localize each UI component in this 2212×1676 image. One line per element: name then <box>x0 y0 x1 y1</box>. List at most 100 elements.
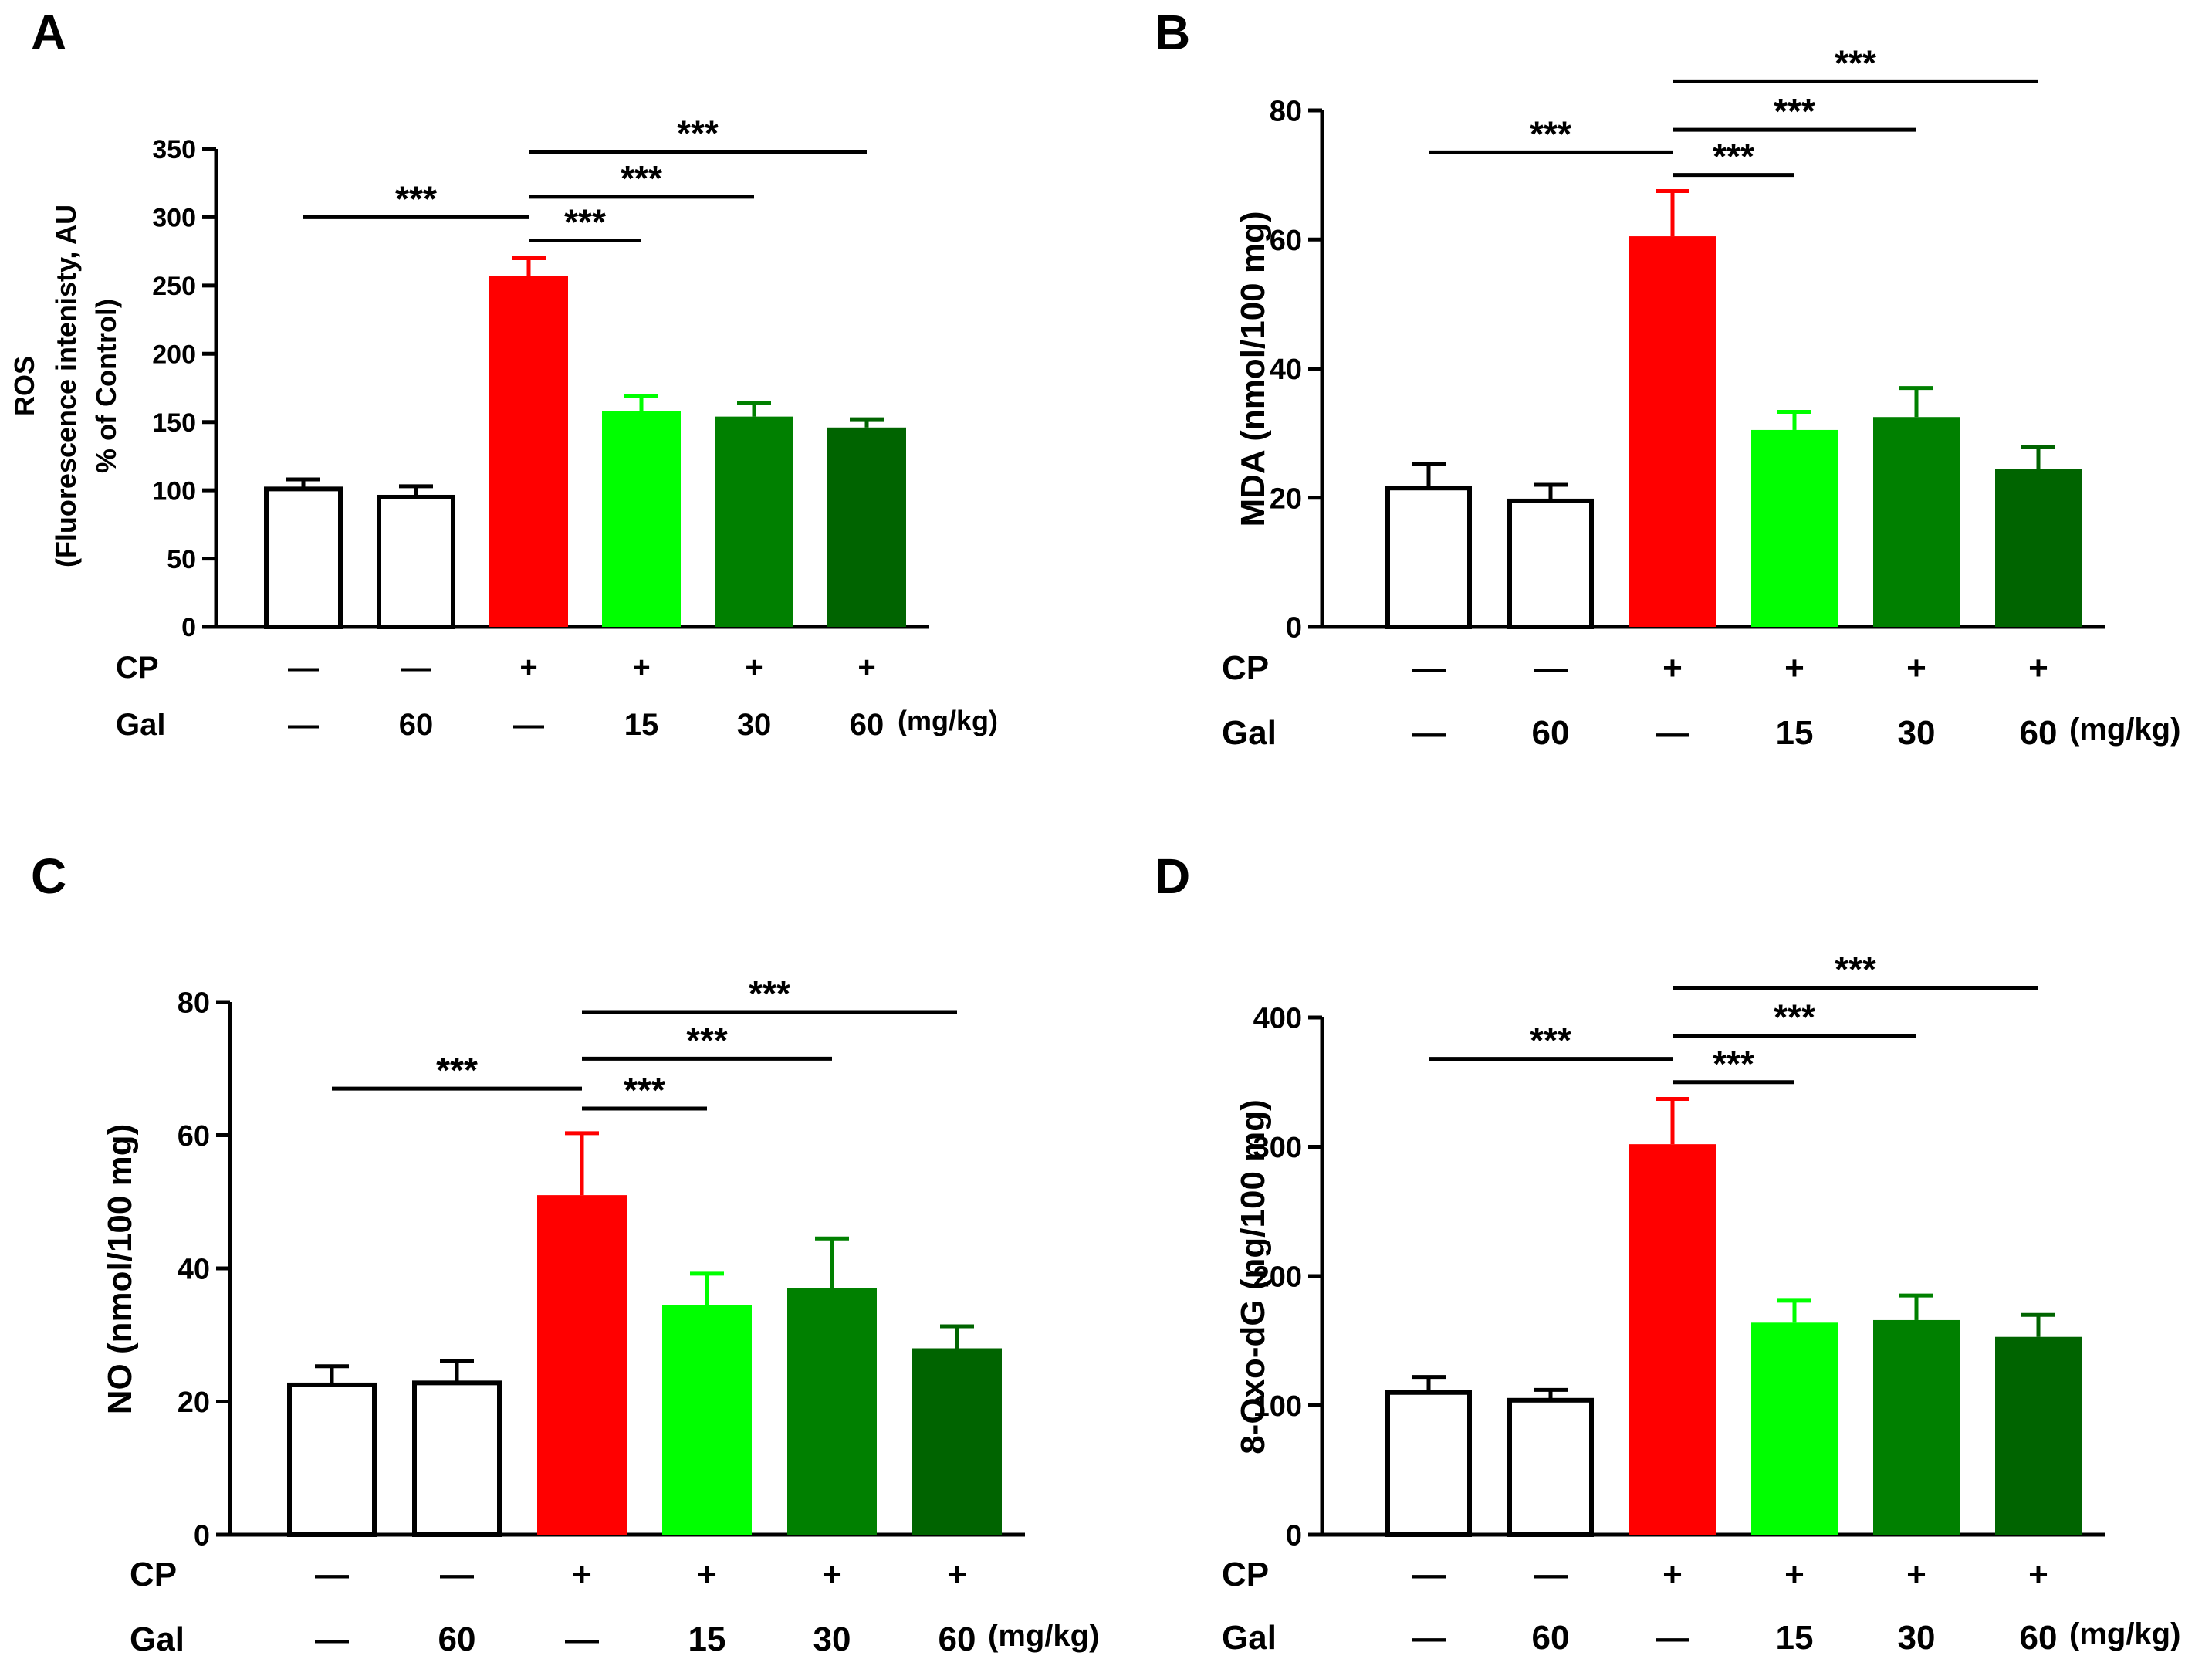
dose-unit-d: (mg/kg) <box>2069 1617 2180 1651</box>
gal-value-d: — <box>1656 1619 1689 1657</box>
y-tick-label-b: 80 <box>1270 96 1302 128</box>
cp-value-c: — <box>440 1556 474 1593</box>
gal-row-label-b: Gal <box>1222 714 1277 752</box>
significance-label-a: *** <box>677 113 719 154</box>
significance-label-d: *** <box>1835 949 1876 989</box>
y-tick-label-a: 300 <box>152 204 196 233</box>
gal-value-c: 15 <box>688 1620 726 1658</box>
panel-letter-a: A <box>31 5 66 60</box>
cp-row-label-a: CP <box>116 651 159 685</box>
cp-value-c: + <box>822 1556 842 1593</box>
gal-value-c: — <box>315 1620 349 1658</box>
gal-row-label-a: Gal <box>116 708 165 742</box>
significance-label-b: *** <box>1713 137 1754 177</box>
y-tick-label-a: 0 <box>181 613 196 642</box>
cp-value-b: — <box>1412 649 1446 687</box>
bar-a <box>489 276 568 627</box>
bar-d <box>1629 1144 1716 1535</box>
cp-value-d: + <box>1906 1556 1926 1593</box>
cp-value-d: + <box>1662 1556 1683 1593</box>
cp-row-label-c: CP <box>130 1556 177 1593</box>
gal-value-c: 60 <box>438 1620 476 1658</box>
cp-value-b: + <box>1784 649 1804 687</box>
gal-value-d: 15 <box>1776 1619 1814 1657</box>
bar-d <box>1751 1322 1838 1535</box>
cp-value-c: + <box>947 1556 967 1593</box>
cp-value-d: + <box>2028 1556 2048 1593</box>
significance-label-b: *** <box>1774 91 1815 131</box>
gal-value-b: 15 <box>1776 714 1814 752</box>
bar-b <box>1873 417 1960 627</box>
y-axis-label-b: MDA (nmol/100 mg) <box>1234 211 1272 527</box>
cp-value-c: + <box>572 1556 592 1593</box>
significance-label-c: *** <box>686 1020 728 1060</box>
bar-a <box>602 411 681 627</box>
cp-row-label-d: CP <box>1222 1556 1269 1593</box>
cp-value-a: + <box>632 651 650 685</box>
y-tick-label-b: 20 <box>1270 482 1302 515</box>
bar-c <box>912 1348 1002 1535</box>
bar-d <box>1995 1336 2082 1535</box>
bar-b <box>1385 486 1472 629</box>
cp-value-c: + <box>697 1556 717 1593</box>
bar-d <box>1873 1319 1960 1535</box>
dose-unit-a: (mg/kg) <box>898 705 998 736</box>
y-tick-label-b: 40 <box>1270 354 1302 386</box>
y-tick-label-c: 20 <box>178 1387 210 1419</box>
gal-value-d: 30 <box>1898 1619 1936 1657</box>
y-tick-label-c: 40 <box>178 1254 210 1286</box>
cp-value-d: + <box>1784 1556 1804 1593</box>
significance-label-c: *** <box>749 973 790 1014</box>
bar-a <box>377 494 455 629</box>
cp-value-b: + <box>1662 649 1683 687</box>
y-axis-label-d: 8-Oxo-dG (ng/100 mg) <box>1234 1099 1272 1454</box>
bar-c <box>412 1380 502 1537</box>
bar-c <box>537 1195 627 1535</box>
gal-value-d: 60 <box>1532 1619 1570 1657</box>
bar-b <box>1629 236 1716 627</box>
significance-label-a: *** <box>564 201 606 242</box>
gal-row-label-d: Gal <box>1222 1619 1277 1657</box>
y-tick-label-c: 80 <box>178 987 210 1020</box>
y-tick-label-a: 200 <box>152 340 196 370</box>
gal-value-b: 60 <box>2020 714 2058 752</box>
significance-label-a: *** <box>621 158 662 198</box>
significance-label-b: *** <box>1530 113 1571 154</box>
bar-b <box>1995 469 2082 627</box>
y-tick-label-d: 100 <box>1253 1390 1302 1423</box>
y-tick-label-d: 300 <box>1253 1132 1302 1164</box>
y-tick-label-a: 250 <box>152 272 196 301</box>
gal-value-c: 60 <box>939 1620 976 1658</box>
cp-value-a: + <box>745 651 763 685</box>
y-tick-label-a: 150 <box>152 408 196 438</box>
y-tick-label-a: 100 <box>152 476 196 506</box>
dose-unit-c: (mg/kg) <box>988 1619 1099 1653</box>
gal-value-a: 30 <box>737 708 772 742</box>
cp-value-d: — <box>1534 1556 1568 1593</box>
y-axis-label-c: NO (nmol/100 mg) <box>101 1124 139 1415</box>
y-tick-label-b: 0 <box>1286 612 1302 645</box>
bar-d <box>1385 1390 1472 1537</box>
gal-value-a: — <box>513 708 544 742</box>
bar-a <box>715 416 793 627</box>
gal-value-b: 60 <box>1532 714 1570 752</box>
bar-c <box>662 1305 752 1535</box>
significance-label-d: *** <box>1774 997 1815 1037</box>
bar-c <box>287 1382 377 1537</box>
cp-value-b: + <box>2028 649 2048 687</box>
gal-value-a: 15 <box>624 708 659 742</box>
panel-letter-d: D <box>1155 848 1190 904</box>
cp-value-b: — <box>1534 649 1568 687</box>
gal-value-a: — <box>288 708 319 742</box>
panel-letter-c: C <box>31 848 66 904</box>
cp-value-d: — <box>1412 1556 1446 1593</box>
y-tick-label-d: 400 <box>1253 1003 1302 1035</box>
significance-label-d: *** <box>1530 1021 1571 1061</box>
significance-label-c: *** <box>624 1070 665 1110</box>
y-axis-label-a: % of Control) <box>90 299 122 473</box>
y-tick-label-a: 50 <box>167 545 196 574</box>
y-tick-label-b: 60 <box>1270 225 1302 257</box>
cp-value-a: + <box>519 651 537 685</box>
significance-label-c: *** <box>436 1050 478 1090</box>
